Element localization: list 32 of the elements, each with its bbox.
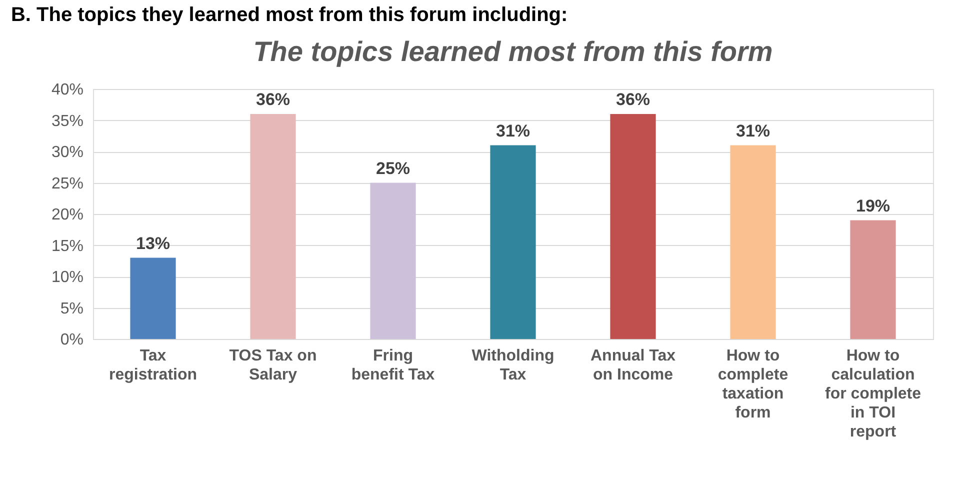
x-tick-label: TOS Tax on Salary — [229, 348, 317, 384]
data-label: 31% — [496, 121, 530, 140]
bar — [130, 258, 176, 339]
bar — [610, 114, 656, 339]
y-tick-label: 20% — [51, 206, 84, 224]
chart-title: The topics learned most from this form — [253, 36, 773, 67]
data-label: 13% — [136, 234, 170, 253]
y-tick-label: 0% — [60, 332, 84, 348]
bar — [370, 182, 416, 339]
x-tick-label: How to calculation for complete in TOI report — [824, 348, 922, 440]
y-tick-label: 5% — [60, 300, 84, 318]
y-tick-label: 40% — [51, 82, 84, 98]
y-tick-label: 35% — [51, 112, 84, 130]
x-tick-label: Annual Tax on Income — [590, 348, 676, 384]
bar — [730, 145, 776, 339]
y-tick-label: 25% — [51, 175, 84, 192]
data-label: 19% — [856, 196, 890, 216]
y-tick-label: 10% — [51, 269, 84, 286]
x-tick-label: Witholding Tax — [472, 348, 554, 384]
bar — [850, 220, 896, 339]
bar — [490, 145, 536, 339]
data-label: 31% — [736, 121, 770, 140]
text: B. The topics they learned most from this forum including: — [10, 4, 568, 26]
data-label: 36% — [616, 90, 650, 109]
x-tick-label: Fring benefit Tax — [351, 348, 435, 384]
x-tick-label: How to complete taxation form — [718, 348, 788, 422]
y-tick-label: 30% — [51, 144, 84, 161]
bar — [250, 114, 296, 339]
x-tick-label: Tax registration — [108, 348, 198, 384]
data-label: 36% — [256, 90, 290, 109]
y-tick-label: 15% — [51, 238, 84, 255]
data-label: 25% — [376, 158, 410, 178]
